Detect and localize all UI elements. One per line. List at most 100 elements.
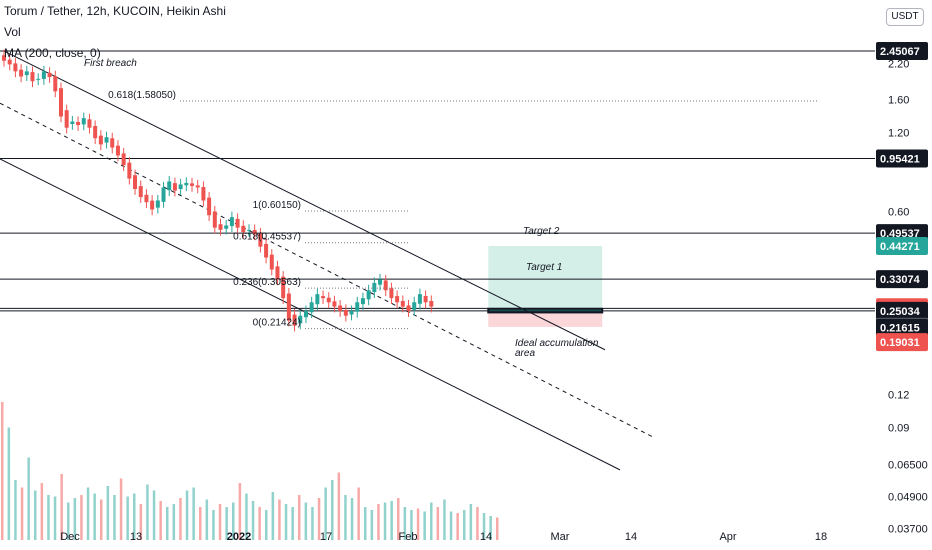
candle-body — [378, 279, 383, 285]
volume-bar — [265, 510, 268, 540]
candle-body — [172, 183, 177, 191]
candle-body — [400, 301, 405, 307]
volume-bar — [397, 498, 400, 540]
volume-bar — [34, 490, 37, 540]
volume-bar — [159, 501, 162, 540]
price-badge — [876, 318, 928, 337]
candle-body — [303, 311, 308, 318]
x-tick-label: 14 — [625, 531, 637, 543]
candle-body — [212, 211, 217, 228]
candle-body — [155, 200, 160, 208]
volume-bar — [106, 486, 110, 540]
x-tick-label: 14 — [480, 531, 492, 543]
candles — [2, 49, 434, 332]
candle-body — [332, 301, 337, 307]
volume-bar — [20, 487, 24, 540]
volume-bar — [364, 507, 367, 540]
volume-bar — [205, 499, 209, 540]
price-badge-label: 2.45067 — [880, 46, 920, 58]
volume-bar — [93, 493, 96, 540]
volume-bar — [463, 510, 466, 540]
x-tick-label: 17 — [320, 531, 332, 543]
x-tick-label: Apr — [719, 531, 736, 543]
candle-body — [47, 72, 52, 78]
candle-body — [372, 282, 377, 293]
volume-bar — [469, 504, 473, 540]
candle-body — [252, 230, 257, 235]
candle-body — [190, 183, 195, 186]
volume-bar — [133, 493, 136, 540]
x-tick-label: Feb — [399, 531, 418, 543]
candle-body — [264, 243, 269, 258]
candle-body — [138, 186, 143, 198]
candle-body — [58, 88, 63, 117]
candle-body — [218, 224, 223, 230]
candle-body — [87, 119, 92, 128]
candle-body — [395, 296, 400, 303]
volume-bar — [284, 504, 288, 540]
candle-body — [229, 217, 234, 227]
x-tick-label: 2022 — [227, 531, 251, 543]
candle-body — [53, 76, 58, 92]
volume-bar — [47, 495, 50, 540]
fib-label: 0(0.21424) — [253, 318, 301, 329]
candle-body — [24, 71, 29, 76]
volume-bar — [80, 495, 83, 540]
candle-body — [115, 145, 120, 156]
trade-zones — [487, 245, 604, 327]
volume-bar — [403, 507, 407, 540]
volume-bar — [67, 502, 70, 540]
candle-body — [36, 78, 41, 80]
fib-label: 1(0.60150) — [253, 200, 301, 211]
candle-body — [161, 187, 166, 202]
volume-bar — [119, 478, 123, 540]
volume-bar — [331, 480, 334, 540]
annotations: First breach Target 2 Target 1 Ideal accumu… — [84, 58, 599, 359]
volume-bar — [337, 472, 341, 540]
volume-bar — [271, 492, 275, 540]
candle-body — [423, 296, 428, 303]
volume-bar — [152, 490, 156, 540]
price-badge-label: 0.33074 — [880, 274, 921, 286]
price-badge — [876, 270, 928, 289]
volume-bar — [225, 507, 228, 540]
candle-body — [366, 290, 371, 300]
volume-bar — [139, 504, 143, 540]
price-badge — [876, 236, 928, 255]
candle-body — [406, 305, 411, 312]
volume-bar — [304, 502, 308, 540]
fib-label: 0.236(0.30563) — [233, 277, 301, 288]
volume-bar — [73, 498, 77, 540]
volume-bar — [218, 504, 222, 540]
note-first-breach: First breach — [84, 58, 137, 69]
candle-body — [309, 302, 314, 313]
candle-body — [81, 118, 86, 125]
volume-bar — [370, 510, 374, 540]
volume-bar — [27, 457, 30, 540]
candle-body — [286, 293, 291, 321]
fib-label: 0.618(1.58050) — [108, 90, 176, 101]
volume-bar — [482, 513, 486, 540]
candle-body — [127, 162, 132, 179]
price-badge — [876, 149, 928, 168]
volume-bar — [199, 507, 202, 540]
ma-label: MA (200, close, 0) — [4, 46, 101, 60]
volume-bar — [245, 493, 248, 540]
vol-label: Vol — [4, 25, 21, 39]
price-badge-label: 0.95421 — [880, 153, 920, 165]
currency-button[interactable]: USDT — [886, 8, 924, 26]
y-tick-label: 1.20 — [888, 127, 909, 139]
candle-body — [224, 225, 229, 229]
note-target-2: Target 2 — [523, 226, 560, 237]
volume-bar — [86, 487, 90, 540]
candle-body — [144, 194, 149, 203]
candle-body — [292, 314, 297, 326]
volume-bar — [185, 490, 189, 540]
price-badge-label: 0.21615 — [880, 323, 920, 335]
price-axis: 2.20 1.60 1.20 0.60 0.12 0.09 0.06500 0.04900 0.… — [876, 42, 928, 536]
y-tick-label: 0.12 — [888, 390, 909, 402]
candle-body — [258, 233, 263, 247]
y-tick-label: 0.06500 — [888, 459, 928, 471]
candle-body — [241, 225, 246, 233]
